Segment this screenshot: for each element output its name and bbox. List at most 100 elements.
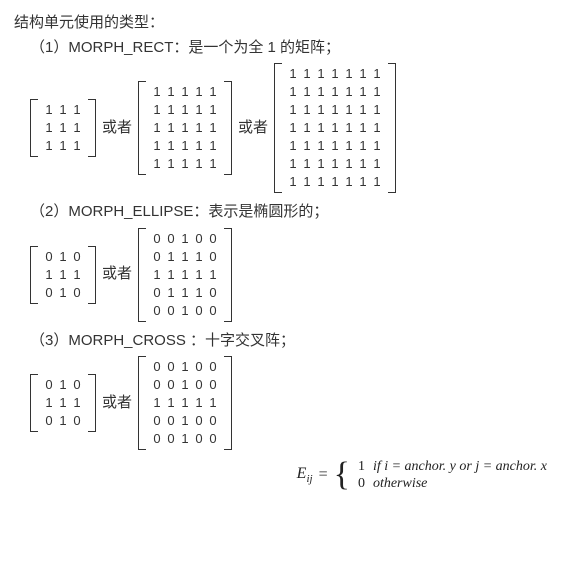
- matrix-cell: 1: [206, 265, 220, 285]
- matrix-cell: 1: [286, 154, 300, 174]
- matrix-cell: 1: [356, 172, 370, 192]
- matrix-cell: 1: [328, 82, 342, 102]
- formula-case: 0 otherwise: [358, 475, 547, 492]
- matrix-cell: 0: [164, 411, 178, 431]
- case-condition: otherwise: [373, 475, 427, 492]
- matrix-cell: 0: [42, 247, 56, 267]
- matrix-cell: 1: [370, 64, 384, 84]
- bracket-left-icon: [30, 374, 38, 432]
- section-index: （3）: [30, 332, 68, 349]
- formula: Eij = { 1if i = anchor. y or j = anchor.…: [297, 458, 547, 492]
- matrix-cell: 1: [56, 393, 70, 413]
- matrix-cell: 0: [206, 375, 220, 395]
- separator-label: 或者: [236, 117, 270, 140]
- matrix-cell: 1: [206, 154, 220, 174]
- matrix-cell: 1: [178, 118, 192, 138]
- section-heading: （3）MORPH_CROSS ：十字交叉阵；: [14, 330, 563, 353]
- matrix-cell: 1: [178, 283, 192, 303]
- matrix-cell: 1: [42, 118, 56, 138]
- matrix-cell: 1: [192, 82, 206, 102]
- matrix: 0010001110111110111000100: [138, 228, 232, 322]
- matrix-cell: 0: [70, 411, 84, 431]
- matrix-cell: 1: [314, 100, 328, 120]
- matrix: 1111111111111111111111111: [138, 81, 232, 175]
- bracket-right-icon: [88, 374, 96, 432]
- matrix-cell: 1: [300, 172, 314, 192]
- bracket-right-icon: [88, 246, 96, 304]
- matrix-cell: 1: [286, 172, 300, 192]
- matrix-cell: 1: [370, 136, 384, 156]
- matrix-cell: 1: [178, 393, 192, 413]
- matrix-cell: 1: [370, 82, 384, 102]
- matrix-cell: 1: [150, 82, 164, 102]
- matrix-cell: 1: [328, 136, 342, 156]
- matrix-cell: 0: [164, 357, 178, 377]
- matrix: 111111111: [30, 99, 96, 157]
- matrix-cell: 1: [42, 393, 56, 413]
- matrix-cell: 0: [164, 375, 178, 395]
- bracket-left-icon: [30, 246, 38, 304]
- matrix-cell: 0: [192, 411, 206, 431]
- matrix-cell: 0: [206, 357, 220, 377]
- matrix-cell: 1: [286, 118, 300, 138]
- matrix-cell: 1: [314, 154, 328, 174]
- matrix-cell: 1: [56, 265, 70, 285]
- matrix-cell: 1: [70, 136, 84, 156]
- matrix-cell: 1: [178, 136, 192, 156]
- matrix-cell: 1: [356, 118, 370, 138]
- matrix-cell: 1: [56, 247, 70, 267]
- matrix: 010111010: [30, 374, 96, 432]
- matrix-cell: 1: [164, 283, 178, 303]
- matrix-grid: 0010001110111110111000100: [146, 228, 224, 322]
- matrix-cell: 1: [164, 265, 178, 285]
- matrix-cell: 0: [150, 411, 164, 431]
- matrix-cell: 1: [286, 82, 300, 102]
- matrix-cell: 1: [286, 64, 300, 84]
- matrix-cell: 0: [42, 283, 56, 303]
- matrix-cell: 1: [192, 118, 206, 138]
- matrix-cell: 0: [206, 283, 220, 303]
- matrix-cell: 1: [178, 100, 192, 120]
- section-index: （2）: [30, 203, 68, 220]
- matrix: 1111111111111111111111111111111111111111…: [274, 63, 396, 193]
- matrix-cell: 1: [300, 118, 314, 138]
- matrix-cell: 1: [178, 154, 192, 174]
- matrix: 0010000100111110010000100: [138, 356, 232, 450]
- matrix-cell: 1: [56, 100, 70, 120]
- case-value: 0: [358, 475, 365, 492]
- matrix-cell: 1: [178, 265, 192, 285]
- matrix-cell: 1: [300, 64, 314, 84]
- matrix-cell: 1: [70, 393, 84, 413]
- matrix-cell: 0: [42, 375, 56, 395]
- matrix-grid: 010111010: [38, 374, 88, 432]
- matrix-grid: 1111111111111111111111111: [146, 81, 224, 175]
- matrix-cell: 0: [150, 375, 164, 395]
- section-heading: （1）MORPH_RECT：是一个为全 1 的矩阵；: [14, 37, 563, 60]
- section-tail: 表示是椭圆形的；: [208, 203, 328, 220]
- matrix-cell: 1: [56, 118, 70, 138]
- matrix-cell: 0: [150, 429, 164, 449]
- matrix-cell: 1: [178, 229, 192, 249]
- matrix-cell: 1: [206, 82, 220, 102]
- matrix-cell: 1: [314, 82, 328, 102]
- matrix-cell: 1: [192, 100, 206, 120]
- matrix-cell: 1: [178, 375, 192, 395]
- matrix-cell: 0: [192, 429, 206, 449]
- formula-lhs: Eij: [297, 462, 313, 488]
- matrix-cell: 1: [56, 375, 70, 395]
- matrix-cell: 1: [56, 411, 70, 431]
- matrix-cell: 1: [328, 118, 342, 138]
- matrix-cell: 1: [300, 82, 314, 102]
- bracket-left-icon: [138, 228, 146, 322]
- matrix-cell: 1: [370, 154, 384, 174]
- matrix-cell: 1: [164, 393, 178, 413]
- matrix-cell: 0: [150, 229, 164, 249]
- matrix-cell: 1: [56, 136, 70, 156]
- matrix-cell: 1: [178, 411, 192, 431]
- matrix-cell: 1: [370, 172, 384, 192]
- matrix-cell: 1: [150, 154, 164, 174]
- bracket-right-icon: [388, 63, 396, 193]
- matrix-cell: 1: [342, 154, 356, 174]
- matrix-cell: 1: [150, 100, 164, 120]
- matrix-cell: 0: [164, 229, 178, 249]
